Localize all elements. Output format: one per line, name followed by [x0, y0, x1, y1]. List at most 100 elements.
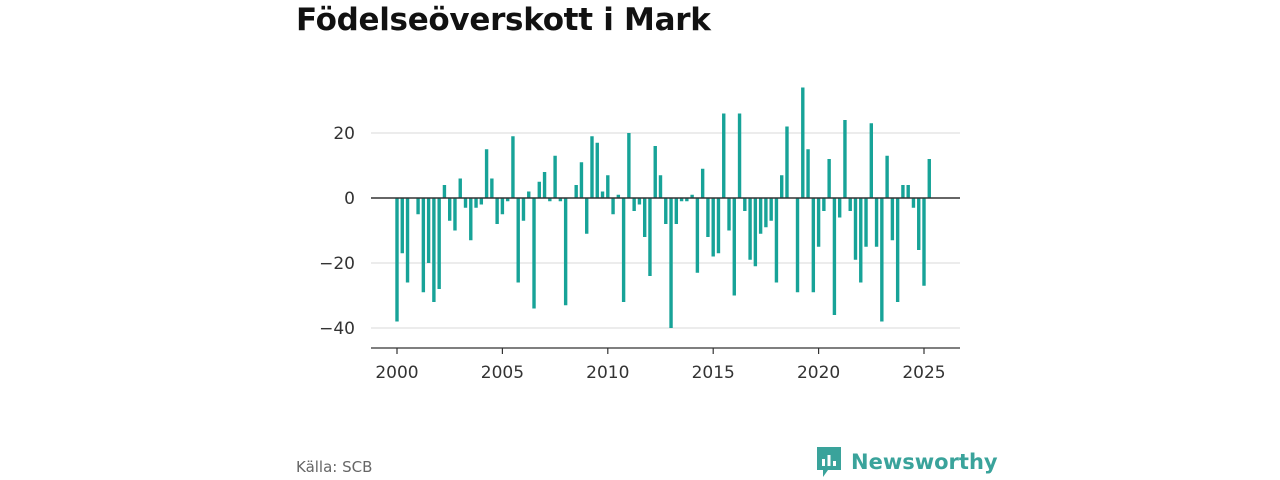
bar	[869, 123, 873, 198]
brand-name: Newsworthy	[851, 450, 998, 474]
x-tick-label: 2020	[797, 363, 840, 383]
bar	[532, 198, 536, 309]
x-tick-label: 2010	[586, 363, 629, 383]
bar	[785, 126, 789, 198]
x-tick-label: 2005	[481, 363, 524, 383]
bar	[769, 198, 773, 221]
bar	[395, 198, 399, 322]
bar	[495, 198, 499, 224]
bar	[563, 198, 568, 306]
bar	[611, 198, 615, 215]
bar	[637, 198, 642, 205]
bar	[553, 155, 557, 198]
bar	[690, 194, 694, 198]
bar	[832, 198, 837, 315]
bar	[822, 198, 826, 211]
bar	[469, 198, 473, 241]
x-tick-label: 2015	[692, 363, 735, 383]
newsworthy-logo-icon	[817, 447, 841, 477]
bar	[521, 198, 526, 221]
y-tick-label: −20	[319, 254, 355, 274]
bar	[426, 198, 431, 263]
bar	[827, 159, 831, 198]
bar	[885, 155, 889, 198]
bar	[558, 198, 563, 202]
bar	[606, 175, 610, 198]
bar	[837, 198, 842, 218]
bar	[706, 198, 710, 237]
bar	[658, 175, 663, 198]
bar	[453, 198, 457, 231]
brand-logo: Newsworthy	[815, 446, 998, 478]
bar	[432, 198, 436, 302]
y-tick-label: −40	[319, 319, 355, 339]
bar	[405, 198, 410, 283]
bar	[848, 198, 852, 211]
bar	[906, 185, 910, 198]
bar	[737, 113, 742, 198]
bar	[674, 198, 679, 224]
bar	[664, 198, 668, 224]
bar	[542, 172, 547, 198]
bar	[442, 185, 447, 198]
bar	[400, 198, 404, 254]
y-tick-label: 0	[344, 189, 355, 209]
bar	[474, 198, 478, 208]
bar	[574, 185, 578, 198]
bar	[479, 198, 484, 205]
bar	[922, 198, 926, 286]
bar	[722, 113, 726, 198]
bar	[727, 198, 731, 231]
bar	[648, 198, 652, 276]
bar	[711, 198, 715, 257]
bar	[695, 198, 700, 273]
x-axis-ticks: 2000 2005 2010 2015 2020 2025	[375, 348, 946, 383]
x-tick-label: 2025	[902, 363, 945, 383]
bar	[537, 181, 541, 198]
bar	[853, 198, 858, 260]
bar	[516, 198, 520, 283]
bar	[748, 198, 752, 260]
bar	[816, 198, 821, 247]
bar	[448, 198, 452, 221]
bar	[500, 198, 505, 215]
bar	[890, 198, 895, 241]
bar	[780, 175, 784, 198]
bar	[732, 198, 736, 296]
y-tick-label: 20	[333, 124, 355, 144]
bar	[527, 191, 531, 198]
bar	[743, 198, 747, 211]
bar	[758, 198, 763, 234]
bar	[642, 198, 647, 237]
x-tick-label: 2000	[375, 363, 418, 383]
bar	[911, 198, 916, 208]
bar	[600, 191, 605, 198]
bar-chart: −40 −20 0 20 2000 2005 2010 2015 2020 2025	[319, 87, 960, 383]
bar	[490, 178, 494, 198]
bar	[811, 198, 816, 293]
bar	[774, 198, 779, 283]
bar	[437, 198, 441, 289]
bar	[616, 194, 621, 198]
bar	[505, 198, 510, 202]
bar	[585, 198, 589, 234]
bar	[511, 136, 515, 198]
bar	[416, 198, 420, 215]
bar	[632, 198, 636, 211]
bar	[669, 198, 673, 328]
bar	[795, 198, 800, 293]
bar	[895, 198, 900, 302]
bar	[458, 178, 462, 198]
bar	[764, 198, 768, 228]
bar	[874, 198, 879, 247]
bar	[801, 87, 805, 198]
bar	[679, 198, 684, 202]
bar	[685, 198, 689, 202]
bars	[395, 87, 931, 328]
y-axis-ticks: −40 −20 0 20	[319, 124, 355, 339]
bar	[627, 133, 631, 198]
bar	[621, 198, 626, 302]
bar	[421, 198, 426, 293]
bar	[917, 198, 921, 250]
bar	[700, 168, 705, 198]
